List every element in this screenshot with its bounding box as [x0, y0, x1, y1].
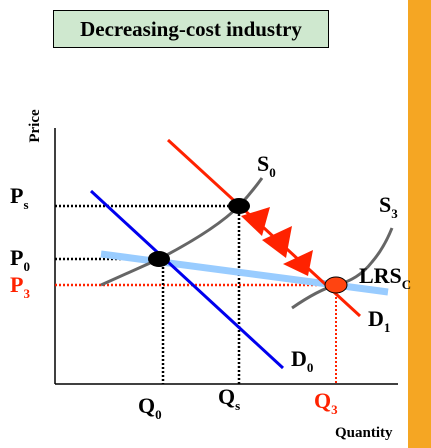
y-tick-ps: Ps: [10, 183, 29, 212]
chart-title: Decreasing-cost industry: [53, 10, 329, 48]
y-tick-p0: P0: [10, 245, 30, 274]
label-s3: S3: [379, 192, 398, 221]
point-ps-qs: [228, 198, 250, 214]
point-p0-q0: [148, 251, 170, 267]
x-tick-qs: Qs: [218, 384, 240, 413]
shift-arrow-2: [262, 226, 292, 258]
shift-arrow-1: [241, 207, 270, 236]
label-d1: D1: [368, 306, 390, 335]
point-p3-q3: [324, 276, 348, 294]
x-tick-q3: Q3: [314, 388, 338, 417]
series-s3-line: [291, 227, 394, 310]
series-d0-line: [89, 189, 285, 370]
x-axis-label: Quantity: [335, 425, 393, 441]
y-axis-label: Price: [27, 109, 43, 143]
orange-side-bar: [408, 0, 431, 448]
x-tick-q0: Q0: [138, 393, 162, 422]
label-lrsc: LRSC: [359, 263, 411, 292]
y-tick-p3: P3: [10, 272, 30, 301]
label-s0: S0: [257, 151, 276, 180]
label-d0: D0: [291, 346, 313, 375]
shift-arrow-3: [283, 250, 313, 276]
